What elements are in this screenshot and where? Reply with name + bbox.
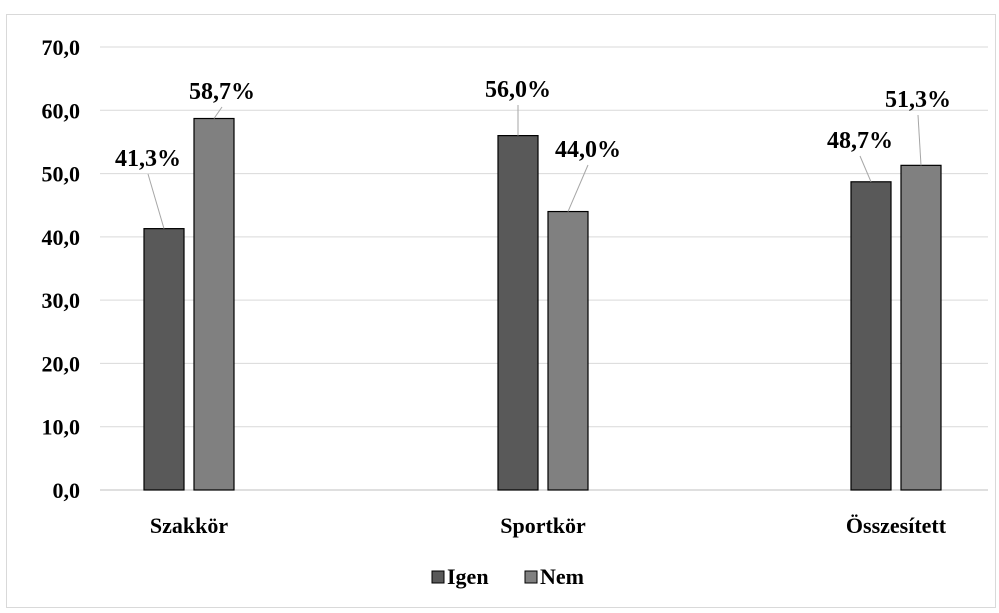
legend-label-nem: Nem bbox=[540, 564, 584, 589]
y-tick-label: 20,0 bbox=[42, 351, 81, 376]
y-tick-label: 30,0 bbox=[42, 288, 81, 313]
legend-swatch-nem bbox=[524, 570, 538, 584]
bar-igen bbox=[850, 181, 892, 491]
bar-nem bbox=[547, 210, 589, 491]
leader-line bbox=[147, 173, 165, 229]
legend-swatch-igen bbox=[431, 570, 445, 584]
data-label: 48,7% bbox=[827, 128, 893, 154]
leader-line bbox=[567, 164, 589, 212]
data-label: 56,0% bbox=[485, 77, 551, 103]
x-category-label: Összesített bbox=[846, 513, 947, 538]
bar-igen bbox=[497, 135, 539, 491]
bar-igen bbox=[143, 228, 185, 491]
data-label: 44,0% bbox=[555, 137, 621, 163]
y-tick-label: 70,0 bbox=[42, 35, 81, 60]
legend-label-igen: Igen bbox=[447, 564, 489, 589]
leader-line bbox=[917, 114, 922, 166]
bar-nem bbox=[193, 117, 235, 491]
x-category-label: Szakkör bbox=[150, 513, 228, 538]
bar-nem bbox=[900, 164, 942, 491]
leader-line bbox=[859, 155, 872, 182]
y-tick-label: 0,0 bbox=[53, 478, 81, 503]
y-tick-label: 60,0 bbox=[42, 98, 81, 123]
data-label: 51,3% bbox=[885, 87, 951, 113]
y-tick-label: 10,0 bbox=[42, 415, 81, 440]
data-label: 58,7% bbox=[189, 79, 255, 105]
leader-line bbox=[213, 106, 223, 119]
y-tick-label: 50,0 bbox=[42, 162, 81, 187]
x-category-label: Sportkör bbox=[500, 513, 586, 538]
data-label: 41,3% bbox=[115, 146, 181, 172]
y-tick-label: 40,0 bbox=[42, 225, 81, 250]
